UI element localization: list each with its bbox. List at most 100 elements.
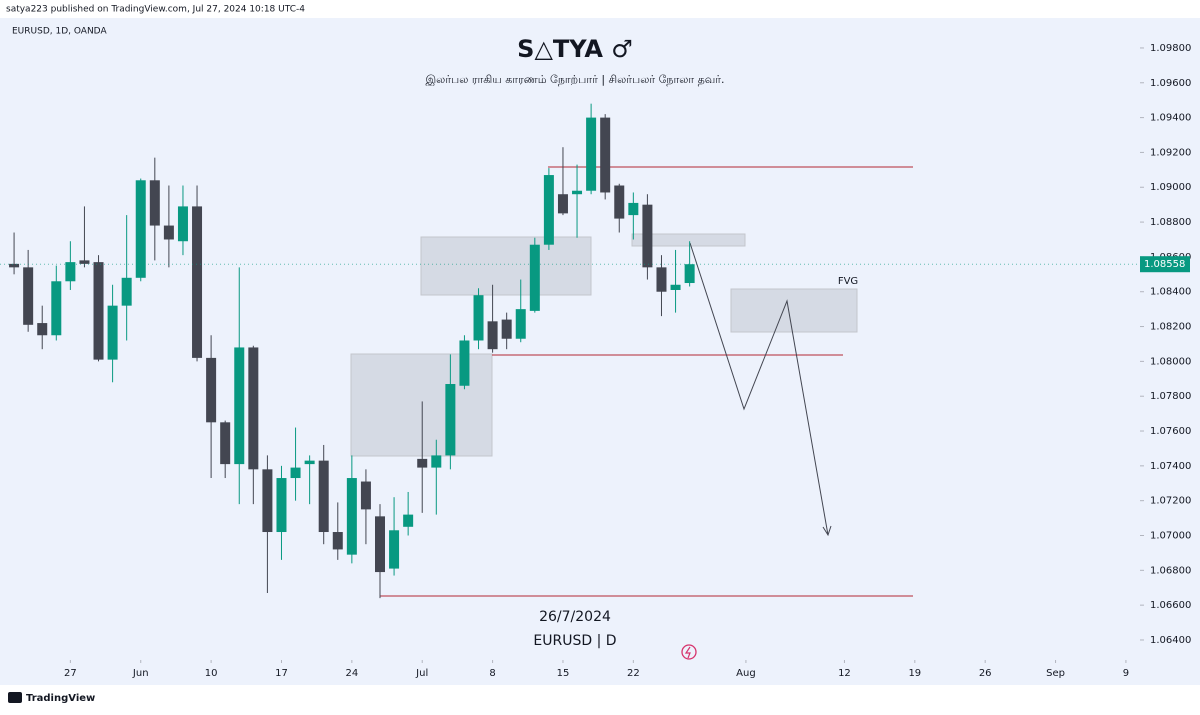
candle-body xyxy=(93,262,104,360)
zone xyxy=(350,353,493,457)
candle-body xyxy=(529,244,540,311)
candle-body xyxy=(642,204,653,268)
candle-body xyxy=(360,481,371,510)
candle-body xyxy=(572,190,583,195)
candle-body xyxy=(600,117,611,193)
chart-subtitle: இலர்பல ராகிய காரணம் நோற்பார் | சிலர்பலர்… xyxy=(425,73,724,86)
candle-body xyxy=(135,180,146,278)
x-tick-label: 15 xyxy=(557,668,570,679)
candle-body xyxy=(192,206,203,358)
x-tick-label: 27 xyxy=(64,668,77,679)
y-tick-label: 1.07800 xyxy=(1150,391,1191,402)
x-tick-label: 9 xyxy=(1123,668,1129,679)
candle-body xyxy=(121,277,132,306)
fvg-zone xyxy=(730,288,858,333)
x-tick-label: Aug xyxy=(736,668,756,679)
event-icon[interactable] xyxy=(681,644,697,660)
candle-body xyxy=(234,347,245,465)
candle-body xyxy=(177,206,188,242)
candle-body xyxy=(670,284,681,290)
x-tick-label: 12 xyxy=(838,668,851,679)
candle-body xyxy=(445,384,456,456)
candle-body xyxy=(614,185,625,219)
zone xyxy=(420,236,592,296)
x-tick-label: 17 xyxy=(275,668,288,679)
candle-body xyxy=(656,267,667,292)
event-icon-bolt xyxy=(684,646,691,659)
candle-body xyxy=(248,347,259,470)
y-tick-label: 1.07200 xyxy=(1150,496,1191,507)
y-tick-label: 1.08200 xyxy=(1150,322,1191,333)
candle-body xyxy=(543,175,554,245)
candle-body xyxy=(501,319,512,339)
candle-body xyxy=(262,469,273,533)
plot: 1.06400 1.06600 1.06800 1.07000 1.07200 1.074… xyxy=(0,43,1191,679)
candle-body xyxy=(684,264,695,284)
candle-body xyxy=(51,281,62,336)
candle-body xyxy=(9,263,20,268)
candle-body xyxy=(403,514,414,527)
y-tick-label: 1.09600 xyxy=(1150,78,1191,89)
last-price-label: 1.08558 xyxy=(1144,259,1185,270)
y-tick-label: 1.07400 xyxy=(1150,461,1191,472)
candle-body xyxy=(389,530,400,569)
candle-body xyxy=(487,321,498,350)
x-tick-label: 26 xyxy=(979,668,992,679)
y-tick-label: 1.08800 xyxy=(1150,217,1191,228)
candle-body xyxy=(473,295,484,341)
candle-body xyxy=(557,194,568,214)
y-tick-label: 1.08400 xyxy=(1150,287,1191,298)
x-tick-label: 10 xyxy=(205,668,218,679)
candle-body xyxy=(628,202,639,216)
x-tick-label: 8 xyxy=(489,668,495,679)
y-tick-label: 1.06800 xyxy=(1150,565,1191,576)
candle-body xyxy=(375,516,385,573)
last-price-tag xyxy=(1140,256,1190,273)
chart-title: S△TYA ♂ xyxy=(517,35,633,63)
x-tick-label: 19 xyxy=(908,668,921,679)
candle-body xyxy=(37,323,48,336)
x-tick-label: 24 xyxy=(345,668,358,679)
x-tick-label: 22 xyxy=(627,668,640,679)
candle-body xyxy=(276,478,287,533)
candle-body xyxy=(206,357,217,423)
plot-area xyxy=(0,18,1140,660)
candle-body xyxy=(346,478,357,555)
candle-body xyxy=(65,262,76,282)
candle-body xyxy=(220,422,231,465)
candle-body xyxy=(149,180,160,226)
y-tick-label: 1.09200 xyxy=(1150,147,1191,158)
zone xyxy=(631,233,746,247)
y-tick-label: 1.09000 xyxy=(1150,182,1191,193)
fvg-label: FVG xyxy=(838,276,858,287)
time-axis xyxy=(0,660,1200,685)
pair-note: EURUSD | D xyxy=(533,633,616,649)
arrow-head xyxy=(822,525,832,537)
published-note: satya223 published on TradingView.com, J… xyxy=(6,5,305,15)
y-tick-label: 1.06600 xyxy=(1150,600,1191,611)
candle-body xyxy=(459,340,470,386)
x-tick-label: Jul xyxy=(415,668,428,679)
candle-body xyxy=(163,225,174,240)
brand: TradingView xyxy=(26,693,95,704)
y-tick-label: 1.09400 xyxy=(1150,113,1191,124)
symbol-info: EURUSD, 1D, OANDA xyxy=(12,27,107,37)
candle-body xyxy=(107,305,118,360)
candle-body xyxy=(515,309,526,339)
brand-logo xyxy=(8,692,22,703)
x-tick-label: Jun xyxy=(132,668,149,679)
candle-body xyxy=(586,117,597,191)
y-tick-label: 1.07600 xyxy=(1150,426,1191,437)
date-note: 26/7/2024 xyxy=(539,609,611,625)
price-axis xyxy=(1140,18,1200,660)
y-tick-label: 1.07000 xyxy=(1150,531,1191,542)
candle-body xyxy=(304,460,315,465)
candle-body xyxy=(332,532,343,550)
candle-body xyxy=(79,260,90,264)
candle-body xyxy=(318,460,329,533)
y-tick-label: 1.08000 xyxy=(1150,356,1191,367)
y-tick-label: 1.09800 xyxy=(1150,43,1191,54)
x-tick-label: Sep xyxy=(1046,668,1065,679)
candle-body xyxy=(431,455,442,468)
